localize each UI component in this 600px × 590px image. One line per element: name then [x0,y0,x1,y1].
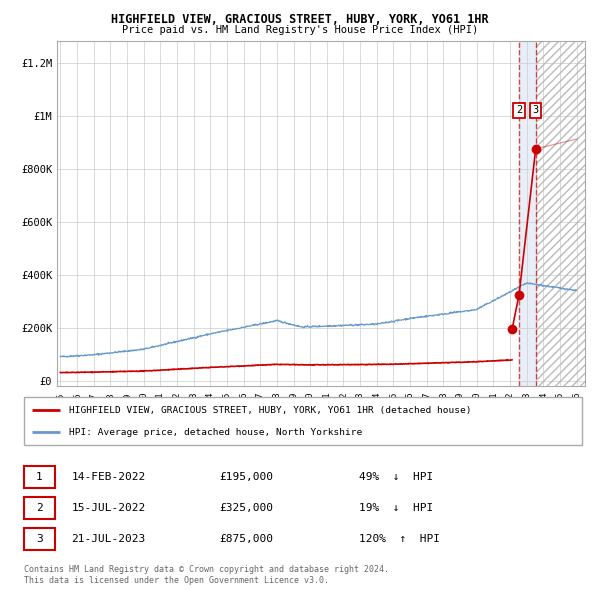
Text: 3: 3 [36,534,43,544]
Text: £875,000: £875,000 [220,534,273,544]
Bar [536,41,585,386]
FancyBboxPatch shape [24,527,55,550]
FancyBboxPatch shape [24,397,582,445]
FancyBboxPatch shape [24,466,55,489]
Text: HIGHFIELD VIEW, GRACIOUS STREET, HUBY, YORK, YO61 1HR: HIGHFIELD VIEW, GRACIOUS STREET, HUBY, Y… [111,13,489,26]
Text: 3: 3 [533,106,539,115]
FancyBboxPatch shape [24,497,55,519]
Text: Price paid vs. HM Land Registry's House Price Index (HPI): Price paid vs. HM Land Registry's House … [122,25,478,35]
Text: £195,000: £195,000 [220,472,273,482]
Text: 49%  ↓  HPI: 49% ↓ HPI [359,472,433,482]
Text: 120%  ↑  HPI: 120% ↑ HPI [359,534,440,544]
Text: 1: 1 [36,472,43,482]
Text: £325,000: £325,000 [220,503,273,513]
Text: HPI: Average price, detached house, North Yorkshire: HPI: Average price, detached house, Nort… [68,428,362,437]
Text: HIGHFIELD VIEW, GRACIOUS STREET, HUBY, YORK, YO61 1HR (detached house): HIGHFIELD VIEW, GRACIOUS STREET, HUBY, Y… [68,406,471,415]
Text: 15-JUL-2022: 15-JUL-2022 [71,503,146,513]
Text: 2: 2 [516,106,522,115]
Bar [519,41,536,386]
Text: Contains HM Land Registry data © Crown copyright and database right 2024.
This d: Contains HM Land Registry data © Crown c… [24,565,389,585]
Text: 2: 2 [36,503,43,513]
Bar [536,41,585,386]
Text: 21-JUL-2023: 21-JUL-2023 [71,534,146,544]
Text: 14-FEB-2022: 14-FEB-2022 [71,472,146,482]
Text: 19%  ↓  HPI: 19% ↓ HPI [359,503,433,513]
